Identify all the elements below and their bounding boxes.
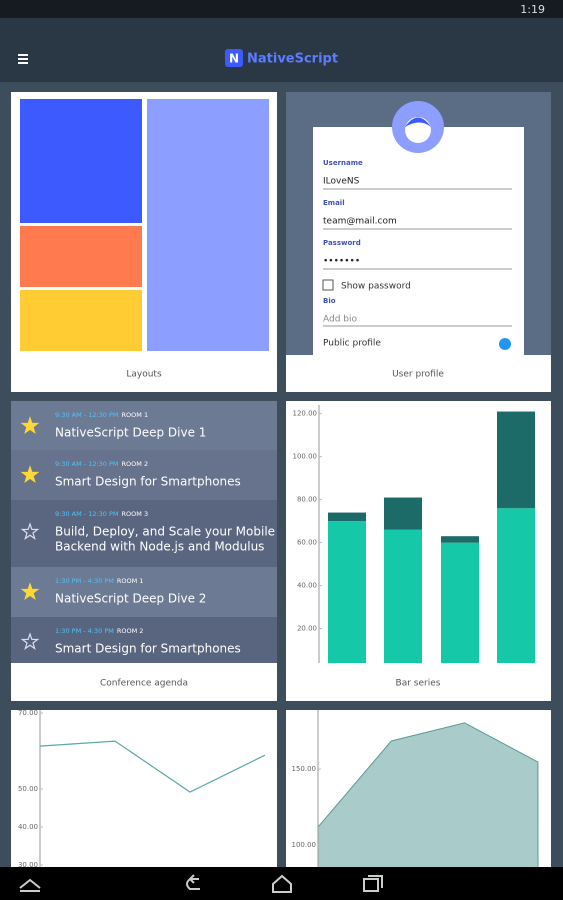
agenda-row[interactable] — [11, 450, 277, 500]
nav-bar — [0, 867, 563, 900]
field-value: ILoveNS — [323, 177, 360, 187]
y-tick-label: 120.00 — [293, 410, 318, 418]
session-time-range: 1:30 PM - 4:30 PM — [55, 577, 114, 585]
y-tick-label: 40.00 — [18, 823, 38, 831]
nav-recent[interactable] — [363, 875, 383, 892]
bar-segment — [384, 529, 422, 663]
nav-back[interactable] — [186, 874, 200, 890]
field-label: Password — [323, 239, 361, 247]
session-room: ROOM 1 — [117, 577, 144, 585]
layout-block — [20, 99, 142, 223]
y-tick-label: 100.00 — [292, 841, 317, 849]
dynamic: Username ILoveNS Email team@mail.com Passwor… — [11, 159, 539, 871]
field-label: Username — [323, 159, 363, 167]
field-label: Bio — [323, 297, 336, 305]
y-tick-label: 40.00 — [297, 582, 317, 590]
y-tick-label: 70.00 — [18, 709, 38, 717]
bar-segment — [441, 542, 479, 663]
agenda-row[interactable] — [11, 617, 277, 663]
field-value: ••••••• — [323, 257, 360, 267]
y-tick-label: 20.00 — [297, 625, 317, 633]
y-tick-label: 80.00 — [297, 496, 317, 504]
nav-hide[interactable] — [19, 878, 41, 892]
layout-block — [20, 290, 142, 351]
session-room: ROOM 2 — [122, 460, 149, 468]
session-title: NativeScript Deep Dive 2 — [55, 592, 206, 606]
card-caption: User profile — [392, 370, 444, 380]
session-room: ROOM 3 — [122, 510, 149, 518]
agenda-row[interactable] — [11, 500, 277, 567]
field-label: Email — [323, 199, 345, 207]
status-bar — [0, 0, 563, 18]
session-time-range: 9:30 AM - 12:30 PM — [55, 411, 119, 419]
y-tick-label: 150.00 — [292, 765, 317, 773]
star-outline[interactable] — [20, 522, 40, 540]
avatar-hair — [405, 117, 431, 127]
app-title: NativeScript — [247, 52, 338, 67]
field-value: team@mail.com — [323, 217, 397, 227]
star-filled[interactable] — [20, 582, 40, 600]
star-filled[interactable] — [20, 465, 40, 483]
layout-block — [147, 99, 269, 351]
session-time: 9:30 AM - 12:30 PM ROOM 2 — [55, 460, 148, 468]
bar-segment — [384, 497, 422, 530]
switch-label: Public profile — [323, 339, 381, 349]
checkbox-label: Show password — [341, 282, 411, 292]
session-title: Build, Deploy, and Scale your Mobile — [55, 525, 275, 539]
card-caption: Conference agenda — [100, 679, 188, 689]
layout-block — [20, 226, 142, 287]
session-title: Smart Design for Smartphones — [55, 475, 241, 489]
checkbox[interactable] — [322, 279, 334, 291]
session-time-range: 9:30 AM - 12:30 PM — [55, 460, 119, 468]
session-time: 1:30 PM - 4:30 PM ROOM 1 — [55, 577, 143, 585]
status-time: 1:19 — [520, 3, 545, 16]
session-title: Smart Design for Smartphones — [55, 642, 241, 656]
y-tick-label: 30.00 — [18, 861, 38, 869]
session-room: ROOM 1 — [122, 411, 149, 419]
y-tick-label: 50.00 — [18, 785, 38, 793]
switch[interactable] — [499, 338, 511, 350]
bar-segment — [328, 521, 366, 663]
session-time: 1:30 PM - 4:30 PM ROOM 2 — [55, 627, 143, 635]
session-time: 9:30 AM - 12:30 PM ROOM 1 — [55, 411, 148, 419]
logo-letter: N — [229, 52, 239, 66]
session-time-range: 1:30 PM - 4:30 PM — [55, 627, 114, 635]
star-filled[interactable] — [20, 416, 40, 434]
session-room: ROOM 2 — [117, 627, 144, 635]
bar-segment — [441, 536, 479, 543]
y-tick-label: 60.00 — [297, 539, 317, 547]
field-placeholder: Add bio — [323, 315, 357, 325]
star-outline[interactable] — [20, 632, 40, 650]
profile-form — [313, 127, 524, 355]
session-title: NativeScript Deep Dive 1 — [55, 426, 206, 440]
session-time-range: 9:30 AM - 12:30 PM — [55, 510, 119, 518]
bar-segment — [497, 411, 535, 509]
bar-segment — [328, 512, 366, 522]
agenda-row[interactable] — [11, 401, 277, 450]
agenda-row[interactable] — [11, 567, 277, 617]
bar-segment — [497, 508, 535, 663]
y-tick-label: 100.00 — [293, 453, 318, 461]
card-caption: Layouts — [126, 370, 162, 380]
nav-home[interactable] — [272, 874, 292, 893]
logo-badge — [225, 49, 243, 67]
session-time: 9:30 AM - 12:30 PM ROOM 3 — [55, 510, 148, 518]
app-header — [0, 18, 563, 82]
line-series — [39, 740, 266, 793]
session-title: Backend with Node.js and Modulus — [55, 540, 264, 554]
card-caption: Bar series — [396, 679, 441, 689]
menu-button[interactable] — [18, 54, 28, 64]
